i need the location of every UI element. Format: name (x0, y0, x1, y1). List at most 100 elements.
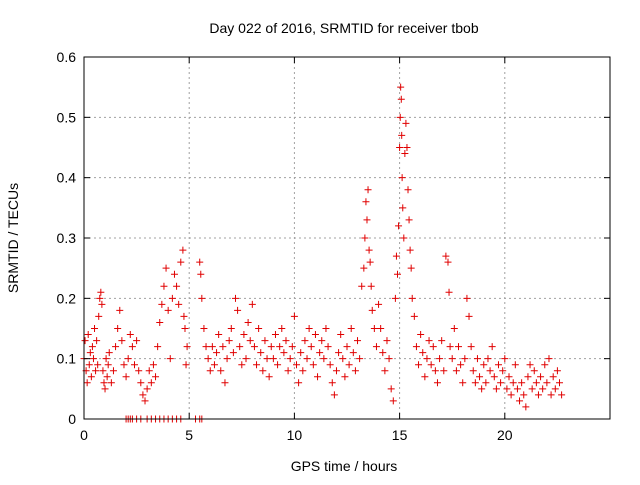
data-point (257, 349, 265, 357)
y-tick-label: 0.5 (57, 109, 77, 125)
data-point (362, 198, 370, 206)
data-point (337, 331, 345, 339)
data-point (93, 337, 101, 345)
data-point (215, 331, 223, 339)
data-point (383, 337, 391, 345)
data-point (267, 343, 275, 351)
data-point (250, 343, 258, 351)
data-point (96, 294, 104, 302)
data-point (534, 391, 542, 399)
data-point (452, 367, 460, 375)
data-point (265, 373, 273, 381)
y-tick-label: 0.3 (57, 230, 77, 246)
data-point (387, 385, 395, 393)
data-point (440, 367, 448, 375)
data-point (505, 373, 513, 381)
data-point (107, 379, 115, 387)
data-point (429, 343, 437, 351)
data-point (375, 300, 383, 308)
data-point (126, 331, 134, 339)
x-tick-label: 20 (497, 427, 513, 443)
x-axis-label: GPS time / hours (291, 458, 398, 474)
data-point (395, 222, 403, 230)
data-point (269, 355, 277, 363)
data-point (246, 337, 254, 345)
data-point (367, 282, 375, 290)
data-point (168, 294, 176, 302)
data-point (81, 337, 89, 345)
data-point (318, 337, 326, 345)
data-point (149, 361, 157, 369)
data-point (349, 349, 357, 357)
data-point (356, 355, 364, 363)
data-point (225, 337, 233, 345)
data-point (158, 300, 166, 308)
data-point (543, 379, 551, 387)
data-point (446, 343, 454, 351)
data-point (118, 337, 126, 345)
data-point (229, 349, 237, 357)
data-point (238, 361, 246, 369)
data-point (112, 343, 120, 351)
data-point (379, 349, 387, 357)
data-point (286, 355, 294, 363)
x-tick-label: 0 (80, 427, 88, 443)
data-point (490, 373, 498, 381)
data-point (95, 312, 103, 320)
chart-title: Day 022 of 2016, SRMTID for receiver tbo… (209, 20, 478, 36)
data-point (486, 367, 494, 375)
data-point (450, 325, 458, 332)
data-point (433, 379, 441, 387)
data-point (393, 270, 401, 278)
data-point (467, 343, 475, 351)
data-point (553, 367, 561, 375)
data-point (370, 325, 378, 332)
data-point (109, 367, 117, 375)
data-point (240, 331, 248, 339)
data-point (196, 258, 204, 266)
data-point (471, 379, 479, 387)
data-point (162, 264, 170, 272)
data-point (180, 312, 188, 320)
data-point (217, 367, 225, 375)
data-point (518, 379, 526, 387)
data-point (482, 379, 490, 387)
data-point (278, 325, 286, 332)
data-point (461, 355, 469, 363)
data-point (368, 306, 376, 314)
data-point (503, 385, 511, 393)
data-point (320, 355, 328, 363)
data-point (465, 312, 473, 320)
y-tick-label: 0.1 (57, 351, 77, 367)
y-tick-label: 0.6 (57, 49, 77, 65)
data-point (328, 379, 336, 387)
data-point (478, 385, 486, 393)
data-point (305, 325, 313, 332)
data-point (101, 385, 109, 393)
data-point (532, 379, 540, 387)
data-point (322, 325, 330, 332)
y-tick-label: 0.2 (57, 290, 77, 306)
data-point (459, 379, 467, 387)
data-point (114, 325, 122, 332)
data-point (182, 361, 190, 369)
data-point (407, 264, 415, 272)
data-point (476, 373, 484, 381)
data-point (492, 385, 500, 393)
data-point (423, 355, 431, 363)
data-point (363, 216, 371, 224)
data-point (139, 391, 147, 399)
data-point (511, 361, 519, 369)
data-point (242, 355, 250, 363)
data-point (253, 361, 261, 369)
data-point (345, 361, 353, 369)
data-point (299, 367, 307, 375)
data-point (227, 325, 235, 332)
data-point (419, 349, 427, 357)
data-point (549, 373, 557, 381)
data-point (120, 361, 128, 369)
data-point (361, 234, 369, 242)
data-point (183, 343, 191, 351)
data-point (365, 246, 373, 254)
data-point (401, 150, 409, 158)
